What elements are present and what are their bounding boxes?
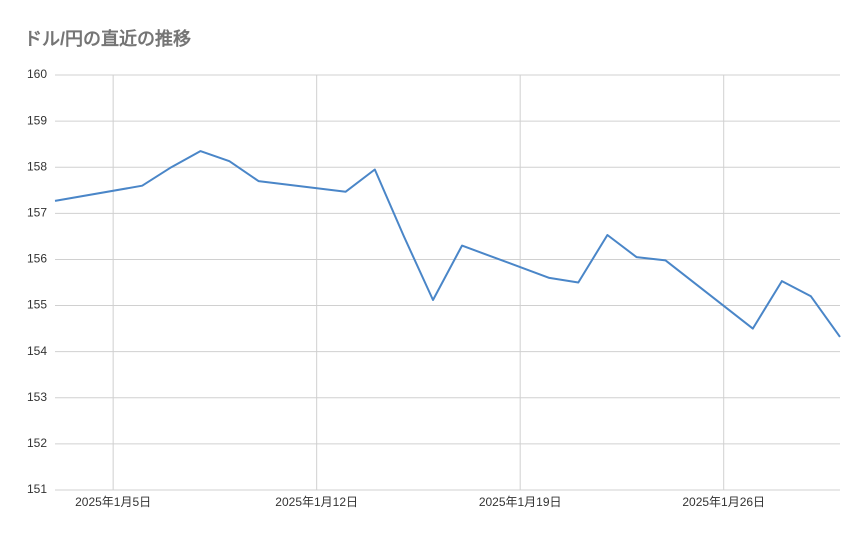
x-tick-label: 2025年1月5日: [75, 495, 151, 509]
y-tick-label: 156: [27, 252, 47, 266]
x-tick-label: 2025年1月12日: [275, 495, 358, 509]
y-tick-label: 155: [27, 298, 47, 312]
y-tick-label: 159: [27, 113, 47, 127]
y-tick-label: 154: [27, 344, 47, 358]
y-tick-label: 157: [27, 206, 47, 220]
y-tick-label: 158: [27, 159, 47, 173]
y-tick-label: 160: [27, 67, 47, 81]
y-tick-label: 152: [27, 436, 47, 450]
chart-title: ドル/円の直近の推移: [24, 28, 191, 49]
y-tick-label: 151: [27, 482, 47, 496]
data-line: [54, 150, 841, 338]
y-tick-label: 153: [27, 390, 47, 404]
x-tick-label: 2025年1月26日: [682, 495, 765, 509]
x-tick-label: 2025年1月19日: [479, 495, 562, 509]
